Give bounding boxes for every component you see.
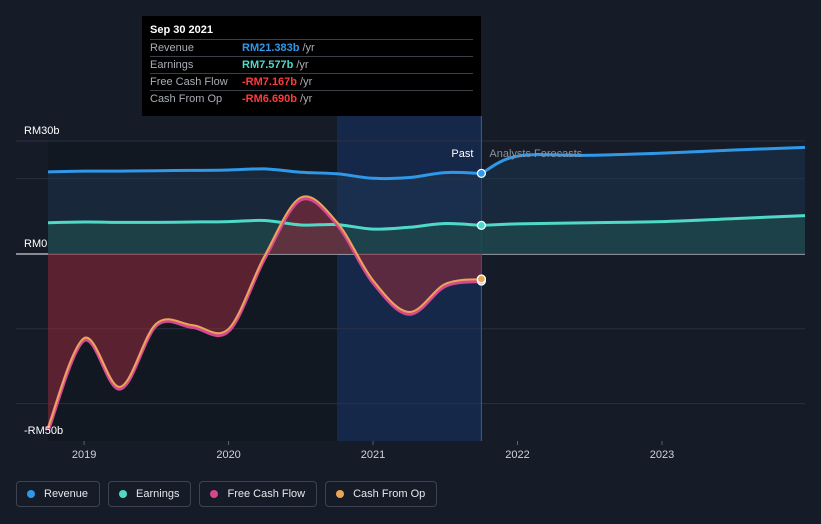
tooltip-date: Sep 30 2021 — [150, 24, 213, 36]
tooltip-row-unit: /yr — [300, 93, 313, 105]
legend-dot-icon — [119, 490, 128, 498]
tooltip-row-value: RM21.383b — [242, 42, 300, 54]
free-cash-flow-area — [48, 198, 482, 430]
legend-dot-icon — [336, 490, 345, 498]
legend-dot-icon — [27, 490, 35, 498]
x-tick-label: 2019 — [72, 449, 96, 461]
earnings-line — [47, 218, 482, 231]
legend-item-earnings[interactable]: Earnings — [108, 481, 192, 507]
tooltip: Sep 30 2021 Revenue RM21.383b/yr Earnings R… — [142, 16, 481, 116]
tooltip-row-label: Earnings — [150, 59, 194, 71]
tooltip-row: Revenue RM21.383b/yr — [150, 39, 473, 56]
legend: Revenue Earnings Free Cash Flow Cash From O… — [16, 481, 438, 507]
earnings-area — [48, 215, 805, 254]
legend-item-revenue[interactable]: Revenue — [16, 481, 101, 507]
tooltip-row-label: Revenue — [150, 42, 195, 54]
legend-item-cash-from-op[interactable]: Cash From Op — [325, 481, 438, 507]
legend-item-free-cash-flow[interactable]: Free Cash Flow — [199, 481, 318, 507]
revenue-marker — [476, 168, 487, 179]
tooltip-row-value: RM7.577b — [242, 59, 294, 71]
tooltip-row-label: Free Cash Flow — [150, 76, 228, 88]
tooltip-row: Free Cash Flow -RM7.167b/yr — [150, 73, 473, 90]
tooltip-row-unit: /yr — [296, 59, 309, 71]
legend-label: Cash From Op — [353, 488, 426, 500]
tooltip-row-unit: /yr — [302, 42, 315, 54]
legend-label: Earnings — [136, 488, 180, 500]
tooltip-row-value: -RM7.167b — [242, 76, 298, 88]
cash-from-op-marker — [476, 274, 487, 284]
analysts-forecasts-label: Analysts Forecasts — [489, 148, 582, 160]
tooltip-row-label: Cash From Op — [150, 93, 223, 105]
y-tick-label: RM30b — [24, 125, 59, 137]
x-tick-label: 2023 — [650, 449, 674, 461]
x-tick-label: 2020 — [216, 449, 240, 461]
earnings-forecast-line — [481, 214, 806, 227]
tooltip-row-value: -RM6.690b — [242, 93, 298, 105]
legend-label: Free Cash Flow — [227, 488, 306, 500]
revenue-forecast-line — [480, 145, 806, 175]
legend-label: Revenue — [44, 488, 89, 500]
past-label: Past — [451, 148, 473, 160]
revenue-line — [47, 167, 482, 181]
x-tick-label: 2022 — [505, 449, 529, 461]
tooltip-row-unit: /yr — [300, 76, 313, 88]
tooltip-row: Earnings RM7.577b/yr — [150, 56, 473, 73]
cash-from-op-line — [47, 195, 482, 429]
legend-dot-icon — [210, 490, 219, 498]
x-tick-label: 2021 — [361, 449, 385, 461]
earnings-marker — [476, 220, 487, 231]
y-tick-label: RM0 — [24, 238, 47, 250]
tooltip-row: Cash From Op -RM6.690b/yr — [150, 90, 473, 107]
y-tick-label: -RM50b — [24, 425, 63, 437]
